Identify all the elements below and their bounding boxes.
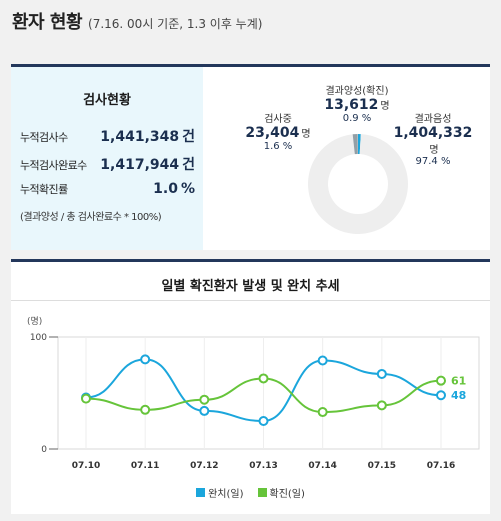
legend-label: 확진(일) bbox=[269, 489, 305, 500]
x-tick-label: 07.14 bbox=[308, 461, 336, 471]
data-point bbox=[376, 368, 387, 379]
y-tick-label: 100 bbox=[30, 333, 47, 343]
donut-label-testing: 검사중 23,404 명 1.6 % bbox=[245, 114, 311, 152]
page-header: 환자 현황 (7.16. 00시 기준, 1.3 이후 누계) bbox=[12, 8, 262, 36]
chart-legend: 완치(일) 확진(일) bbox=[11, 485, 490, 500]
x-tick-label: 07.16 bbox=[427, 461, 455, 471]
x-tick-label: 07.10 bbox=[72, 461, 100, 471]
donut-slice-negative bbox=[307, 134, 408, 234]
test-status-title: 검사현황 bbox=[83, 93, 131, 108]
stat-row-completed-tests: 누적검사완료수 1,417,944 건 bbox=[20, 154, 195, 174]
data-point bbox=[258, 416, 269, 426]
donut-label-positive: 결과양성(확진) 13,612 명 0.9 % bbox=[324, 86, 390, 124]
donut-slice-positive bbox=[358, 134, 361, 155]
stat-value: 1,441,348 건 bbox=[100, 129, 195, 145]
stat-row-total-tests: 누적검사수 1,441,348 건 bbox=[20, 126, 195, 146]
test-status-box: 검사현황 누적검사수 1,441,348 건 누적검사완료수 1,417,944 건… bbox=[11, 67, 203, 250]
stat-label: 누적확진률 bbox=[20, 183, 68, 196]
page-subtitle: (7.16. 00시 기준, 1.3 이후 누계) bbox=[88, 17, 263, 31]
donut-slice-testing bbox=[352, 134, 358, 155]
data-point bbox=[140, 354, 151, 365]
data-point bbox=[317, 355, 328, 366]
x-tick-label: 07.15 bbox=[368, 461, 396, 471]
test-result-donut: 결과양성(확진) 13,612 명 0.9 % 검사중 23,404 명 1.6 %… bbox=[203, 67, 490, 250]
stat-label: 누적검사수 bbox=[20, 131, 68, 144]
legend-item-confirmed: 확진(일) bbox=[257, 485, 305, 500]
stat-row-positive-rate: 누적확진률 1.0% bbox=[20, 181, 195, 197]
data-point bbox=[258, 373, 269, 384]
data-point bbox=[317, 407, 328, 418]
x-tick-label: 07.12 bbox=[190, 461, 218, 471]
data-point bbox=[436, 390, 446, 401]
summary-panel: 검사현황 누적검사수 1,441,348 건 누적검사완료수 1,417,944 건… bbox=[11, 64, 490, 250]
legend-swatch bbox=[257, 488, 267, 497]
x-tick-label: 07.13 bbox=[249, 461, 277, 471]
y-tick-label: 0 bbox=[41, 445, 47, 455]
donut-label-negative: 결과음성 1,404,332 명 97.4 % bbox=[393, 114, 473, 167]
data-point bbox=[199, 394, 210, 405]
chart-title: 일별 확진환자 발생 및 완치 추세 bbox=[161, 279, 340, 294]
data-point bbox=[140, 404, 151, 415]
plot-frame bbox=[57, 336, 480, 450]
stat-label: 누적검사완료수 bbox=[20, 159, 87, 172]
positive-rate-note: (결과양성 / 총 검사완료수 * 100%) bbox=[20, 212, 162, 223]
legend-swatch bbox=[196, 488, 206, 497]
page-title: 환자 현황 bbox=[12, 12, 83, 33]
legend-item-recovered: 완치(일) bbox=[196, 485, 244, 500]
data-point bbox=[199, 405, 210, 416]
line-chart: (명) 100 0 07.10 07.11 07.12 07.13 07.14 07.15 07.… bbox=[27, 316, 480, 471]
data-label: 48 bbox=[451, 389, 466, 402]
data-point bbox=[376, 400, 387, 411]
divider bbox=[11, 300, 490, 301]
trend-panel: 일별 확진환자 발생 및 완치 추세 (명) 100 0 07.10 07.11 07.1… bbox=[11, 259, 490, 514]
data-label: 61 bbox=[451, 375, 466, 388]
data-point bbox=[81, 393, 91, 404]
stat-value: 1.0% bbox=[153, 181, 195, 197]
legend-label: 완치(일) bbox=[208, 489, 244, 500]
x-tick-label: 07.11 bbox=[131, 461, 159, 471]
stat-value: 1,417,944 건 bbox=[100, 157, 195, 173]
donut-chart bbox=[307, 134, 408, 234]
data-point bbox=[436, 375, 446, 386]
y-axis-label: (명) bbox=[27, 316, 42, 327]
